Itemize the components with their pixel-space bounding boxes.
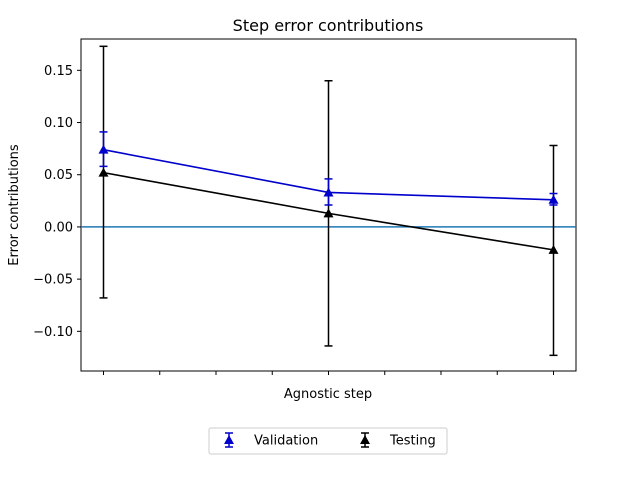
y-tick-label: 0.00 <box>44 220 73 235</box>
y-tick-label: 0.10 <box>44 116 73 131</box>
legend-marker <box>224 435 234 444</box>
data-point-testing <box>98 167 109 177</box>
data-point-validation <box>323 187 334 197</box>
legend-item-validation: Validation <box>224 432 318 449</box>
y-tick-label: 0.05 <box>44 168 73 183</box>
data-point-validation <box>98 144 109 154</box>
data-point-testing <box>548 244 559 254</box>
y-tick-label: −0.10 <box>33 325 73 340</box>
data-point-validation <box>548 194 559 204</box>
legend-frame <box>208 427 448 455</box>
chart-title: Step error contributions <box>233 16 424 35</box>
legend-label: Testing <box>389 434 436 449</box>
x-axis-label: Agnostic step <box>284 387 372 402</box>
legend-marker <box>360 435 370 444</box>
legend-label: Validation <box>254 434 318 449</box>
legend-item-testing: Testing <box>360 432 436 449</box>
data-point-testing <box>323 208 334 218</box>
y-tick-label: −0.05 <box>33 273 73 288</box>
series-testing <box>98 45 559 357</box>
plot-area: 0.15 0.10 0.05 0.00 −0.05 −0.10 <box>33 38 577 375</box>
legend: Validation Testing <box>208 427 448 455</box>
y-tick-label: 0.15 <box>44 64 73 79</box>
y-axis-label: Error contributions <box>7 144 22 266</box>
series-validation <box>98 131 559 206</box>
